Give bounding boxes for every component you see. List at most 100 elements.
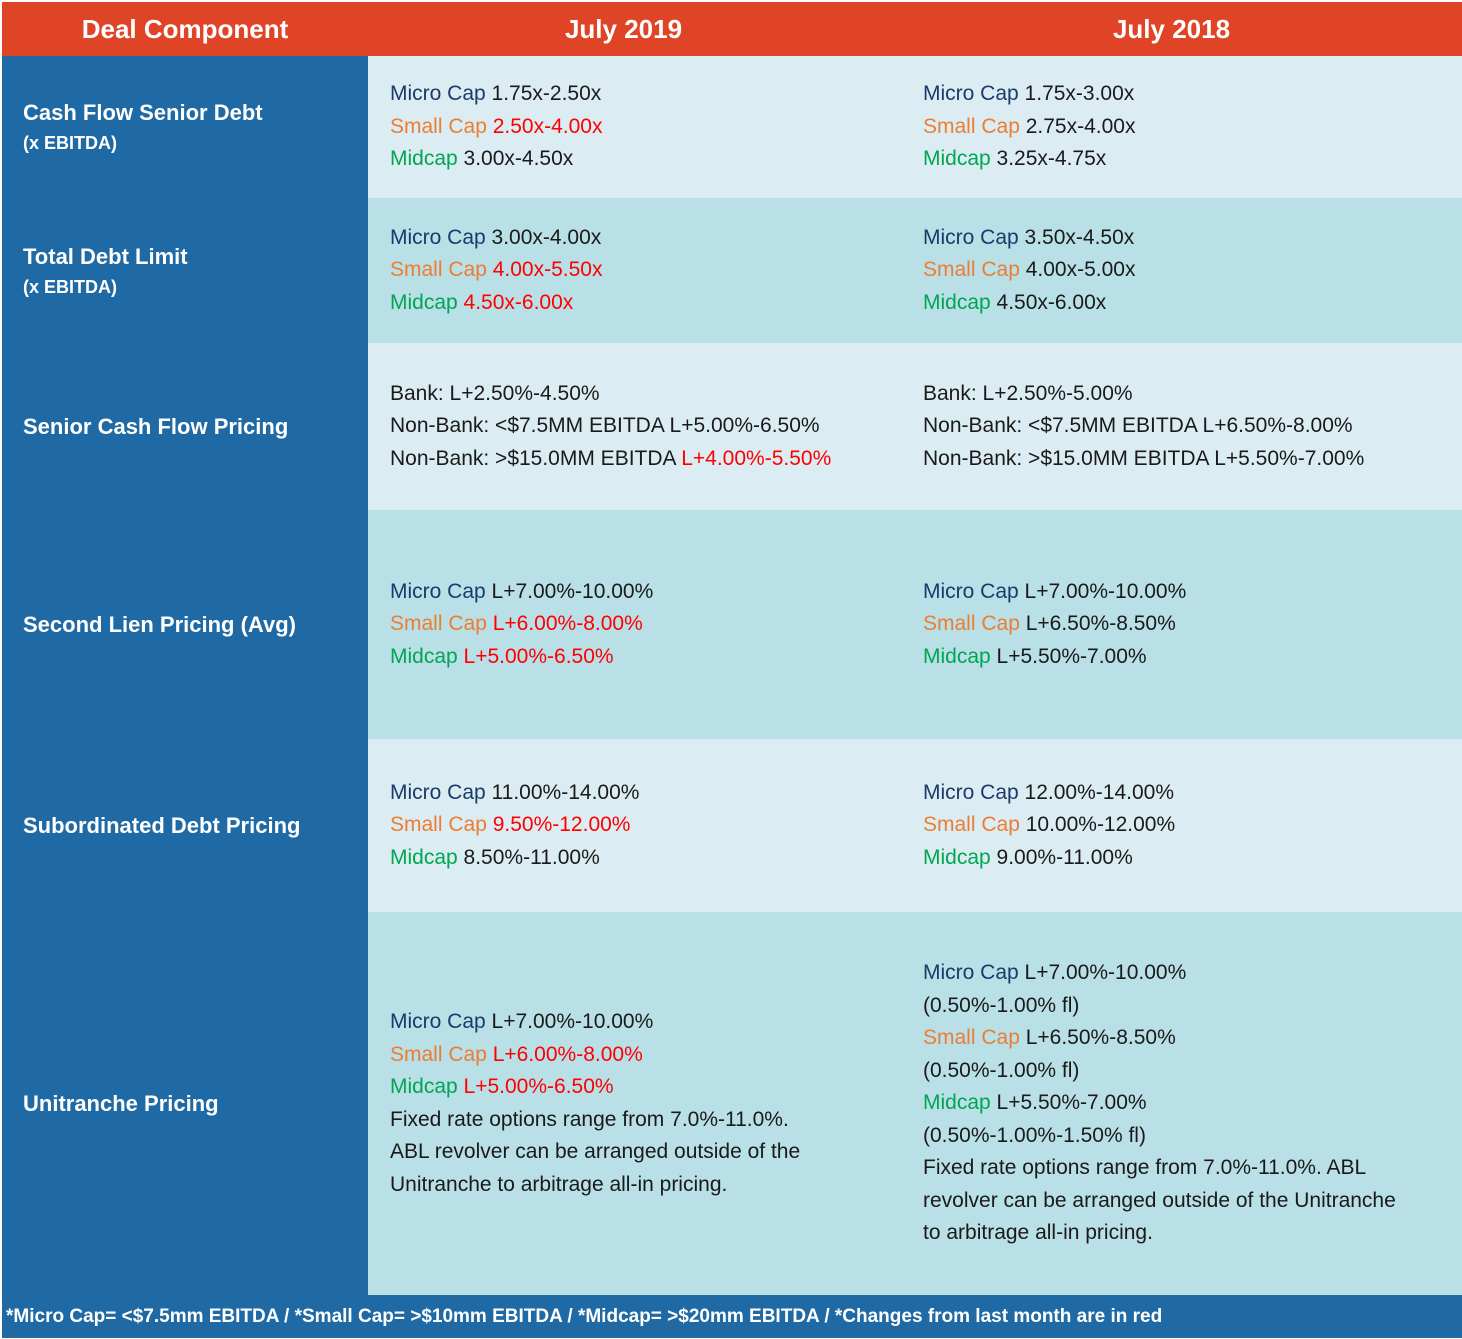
value: 1.75x-3.00x <box>1024 82 1135 106</box>
micro-cap-line: Micro Cap L+7.00%-10.00% <box>390 1006 887 1039</box>
value-changed: 9.50%-12.00% <box>492 813 631 837</box>
midcap-label: Midcap <box>923 290 991 314</box>
cell-2019: Micro Cap L+7.00%-10.00% Small Cap L+6.0… <box>368 912 901 1295</box>
midcap-line: Midcap L+5.50%-7.00% <box>923 1087 1448 1120</box>
value: 3.50x-4.50x <box>1024 225 1135 249</box>
small-cap-line: Small Cap 2.75x-4.00x <box>923 111 1448 144</box>
note-line: Fixed rate options range from 7.0%-11.0%… <box>390 1107 789 1131</box>
row-total-debt-limit: Micro Cap 3.00x-4.00x Small Cap 4.00x-5.… <box>368 198 1462 343</box>
micro-cap-label: Micro Cap <box>390 579 486 603</box>
header-july-2018: July 2018 <box>1112 13 1231 44</box>
value-changed: L+6.00%-8.00% <box>492 612 643 636</box>
row-label-total-debt-limit: Total Debt Limit (x EBITDA) <box>2 198 368 343</box>
micro-cap-line: Micro Cap 12.00%-14.00% <box>923 777 1448 810</box>
cell-2018: Micro Cap 12.00%-14.00% Small Cap 10.00%… <box>901 739 1462 912</box>
small-cap-label: Small Cap <box>923 114 1020 138</box>
value: 4.50x-6.00x <box>996 290 1107 314</box>
micro-cap-line: Micro Cap 11.00%-14.00% <box>390 777 887 810</box>
row-label-unitranche-pricing: Unitranche Pricing <box>2 912 368 1295</box>
row-label-text: Subordinated Debt Pricing <box>23 812 301 838</box>
small-cap-line: Small Cap L+6.50%-8.50% <box>923 608 1448 641</box>
value: 9.00%-11.00% <box>996 845 1133 869</box>
small-cap-line: Small Cap L+6.50%-8.50% <box>923 1022 1448 1055</box>
note-line: revolver can be arranged outside of the … <box>923 1188 1396 1212</box>
small-cap-label: Small Cap <box>390 1042 487 1066</box>
value: L+6.50%-8.50% <box>1025 1026 1176 1050</box>
row-label-text: Total Debt Limit <box>23 243 188 269</box>
small-cap-label: Small Cap <box>390 612 487 636</box>
micro-cap-line: Micro Cap 3.50x-4.50x <box>923 222 1448 255</box>
midcap-line: Midcap 4.50x-6.00x <box>390 287 887 320</box>
midcap-label: Midcap <box>923 1091 991 1115</box>
midcap-line: Midcap L+5.00%-6.50% <box>390 641 887 674</box>
value: L+7.00%-10.00% <box>491 579 654 603</box>
non-bank-large-line: Non-Bank: >$15.0MM EBITDA L+5.50%-7.00% <box>923 446 1365 470</box>
cell-2018: Micro Cap L+7.00%-10.00% (0.50%-1.00% fl… <box>901 912 1462 1295</box>
value: 2.75x-4.00x <box>1025 114 1136 138</box>
bank-line: Bank: L+2.50%-5.00% <box>923 381 1133 405</box>
value: 12.00%-14.00% <box>1024 780 1174 804</box>
micro-cap-line: Micro Cap L+7.00%-10.00% <box>390 576 887 609</box>
row-label-subtext: (x EBITDA) <box>23 133 117 153</box>
small-cap-label: Small Cap <box>390 813 487 837</box>
midcap-line: Midcap 3.25x-4.75x <box>923 143 1448 176</box>
header-years: July 2019 July 2018 <box>368 2 1462 56</box>
row-label-cash-flow-senior-debt: Cash Flow Senior Debt (x EBITDA) <box>2 56 368 198</box>
midcap-label: Midcap <box>390 147 458 171</box>
micro-cap-label: Micro Cap <box>390 225 486 249</box>
row-label-text: Cash Flow Senior Debt <box>23 100 263 125</box>
midcap-line: Midcap 3.00x-4.50x <box>390 143 887 176</box>
micro-cap-line: Micro Cap L+7.00%-10.00% <box>923 957 1448 990</box>
micro-cap-line: Micro Cap 1.75x-3.00x <box>923 78 1448 111</box>
micro-cap-label: Micro Cap <box>390 1010 486 1033</box>
cell-2019: Bank: L+2.50%-4.50% Non-Bank: <$7.5MM EB… <box>368 343 901 510</box>
cell-2019: Micro Cap 3.00x-4.00x Small Cap 4.00x-5.… <box>368 198 901 343</box>
row-label-second-lien-pricing: Second Lien Pricing (Avg) <box>2 510 368 739</box>
cell-2018: Micro Cap L+7.00%-10.00% Small Cap L+6.5… <box>901 510 1462 739</box>
midcap-label: Midcap <box>923 147 991 171</box>
midcap-line: Midcap L+5.00%-6.50% <box>390 1071 887 1104</box>
value: L+5.50%-7.00% <box>996 644 1147 668</box>
small-cap-line: Small Cap 4.00x-5.50x <box>390 254 887 287</box>
small-cap-line: Small Cap 2.50x-4.00x <box>390 111 887 144</box>
value: L+7.00%-10.00% <box>491 1010 654 1033</box>
row-cash-flow-senior-debt: Micro Cap 1.75x-2.50x Small Cap 2.50x-4.… <box>368 56 1462 198</box>
note-line: ABL revolver can be arranged outside of … <box>390 1140 801 1163</box>
small-cap-line: Small Cap 9.50%-12.00% <box>390 809 887 842</box>
small-cap-label: Small Cap <box>390 114 487 138</box>
midcap-label: Midcap <box>390 1075 458 1098</box>
row-senior-cash-flow-pricing: Bank: L+2.50%-4.50% Non-Bank: <$7.5MM EB… <box>368 343 1462 510</box>
footnote: *Micro Cap= <$7.5mm EBITDA / *Small Cap=… <box>2 1295 1462 1338</box>
cell-2019: Micro Cap 1.75x-2.50x Small Cap 2.50x-4.… <box>368 56 901 198</box>
value: 3.00x-4.00x <box>491 225 602 249</box>
note-line: to arbitrage all-in pricing. <box>923 1221 1153 1245</box>
value-changed: L+4.00%-5.50% <box>681 446 832 470</box>
value-changed: L+5.00%-6.50% <box>463 1075 614 1098</box>
midcap-line: Midcap L+5.50%-7.00% <box>923 641 1448 674</box>
non-bank-small-line: Non-Bank: <$7.5MM EBITDA L+6.50%-8.00% <box>923 414 1353 438</box>
row-label-text: Senior Cash Flow Pricing <box>23 413 289 439</box>
value: 8.50%-11.00% <box>463 845 600 869</box>
note-line: Unitranche to arbitrage all-in pricing. <box>390 1172 728 1196</box>
value: 1.75x-2.50x <box>491 82 602 106</box>
small-cap-line: Small Cap 4.00x-5.00x <box>923 254 1448 287</box>
small-cap-label: Small Cap <box>923 258 1020 282</box>
cell-2019: Micro Cap L+7.00%-10.00% Small Cap L+6.0… <box>368 510 901 739</box>
floor-line: (0.50%-1.00% fl) <box>923 1058 1080 1082</box>
small-cap-label: Small Cap <box>390 258 487 282</box>
small-cap-line: Small Cap L+6.00%-8.00% <box>390 608 887 641</box>
value-changed: L+5.00%-6.50% <box>463 644 614 668</box>
micro-cap-label: Micro Cap <box>923 780 1019 804</box>
midcap-line: Midcap 8.50%-11.00% <box>390 842 887 875</box>
floor-line: (0.50%-1.00%-1.50% fl) <box>923 1123 1146 1147</box>
non-bank-large-prefix: Non-Bank: >$15.0MM EBITDA <box>390 446 682 470</box>
micro-cap-label: Micro Cap <box>390 780 486 804</box>
midcap-label: Midcap <box>923 845 991 869</box>
row-label-text: Second Lien Pricing (Avg) <box>23 611 296 637</box>
header-deal-component: Deal Component <box>2 2 368 56</box>
non-bank-large-line: Non-Bank: >$15.0MM EBITDA L+4.00%-5.50% <box>390 443 887 476</box>
micro-cap-label: Micro Cap <box>390 82 486 106</box>
row-label-text: Unitranche Pricing <box>23 1090 219 1116</box>
midcap-line: Midcap 4.50x-6.00x <box>923 287 1448 320</box>
